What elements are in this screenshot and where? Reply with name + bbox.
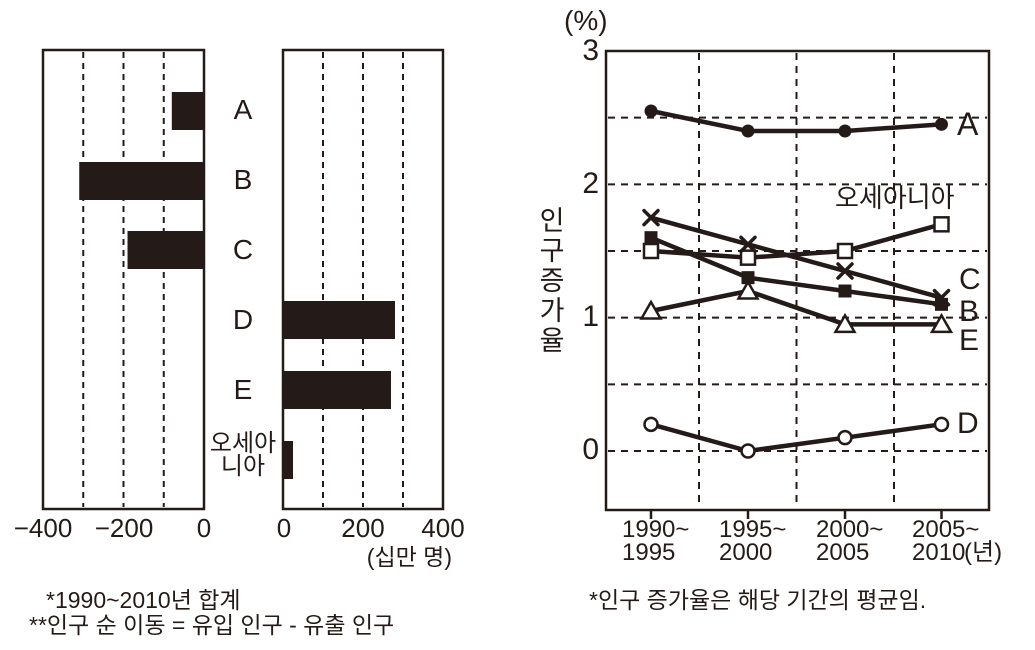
line-x-tick-line1: 1990~ xyxy=(622,516,690,543)
bar-x-tick: −400 xyxy=(13,513,73,543)
bar-category-label: D xyxy=(232,304,254,335)
line-y-unit: (%) xyxy=(564,5,608,36)
bar-footnote-1: *1990~2010년 합계 xyxy=(46,587,241,613)
line-x-tick-line2: 1995 xyxy=(622,539,676,566)
line-x-tick-line1: 1995~ xyxy=(719,516,787,543)
line-footnote: *인구 증가율은 해당 기간의 평균임. xyxy=(589,587,927,613)
series-label-a: A xyxy=(957,106,979,142)
bar-x-tick: −200 xyxy=(94,513,154,543)
series-label-d: D xyxy=(957,407,979,440)
line-y-tick: 2 xyxy=(582,167,599,200)
bar-category-label: B xyxy=(233,164,253,195)
series-label-e: E xyxy=(959,324,980,357)
y-axis-title: 인구증가율 xyxy=(539,206,565,356)
line-x-tick-line2: 2010 xyxy=(912,539,966,566)
bar-x-tick: 200 xyxy=(341,513,385,543)
bar-x-tick: 0 xyxy=(196,513,212,543)
line-x-tick-line1: 2000~ xyxy=(816,516,884,543)
bar-footnote-2: **인구 순 이동 = 유입 인구 - 유출 인구 xyxy=(29,612,395,638)
bar-axis-unit: (십만 명) xyxy=(366,544,452,570)
series-label-oceania: 오세아니아 xyxy=(835,183,955,213)
series-label-c: C xyxy=(959,263,981,296)
bar-category-label: C xyxy=(232,234,254,265)
line-y-tick: 3 xyxy=(582,34,599,67)
line-x-tick: 2000~ 2005 xyxy=(816,516,884,566)
bar-category-label: A xyxy=(233,94,253,125)
bar-category-label-oceania: 오세아니아 xyxy=(209,430,277,480)
line-x-tick-line2: 2005 xyxy=(816,539,870,566)
line-x-tick-line1: 2005~ xyxy=(912,516,980,543)
line-x-tick-line2: 2000 xyxy=(719,539,773,566)
line-x-unit: (년) xyxy=(964,539,1003,566)
line-y-tick: 1 xyxy=(582,300,599,333)
bar-x-tick: 0 xyxy=(276,513,292,543)
line-x-tick: 1995~ 2000 xyxy=(719,516,787,566)
series-label-b: B xyxy=(959,295,980,328)
line-x-tick: 2005~ 2010 xyxy=(912,516,980,566)
bar-x-tick: 400 xyxy=(421,513,465,543)
line-x-tick: 1990~ 1995 xyxy=(622,516,690,566)
bar-category-label: E xyxy=(233,374,253,405)
line-y-tick: 0 xyxy=(582,433,599,466)
